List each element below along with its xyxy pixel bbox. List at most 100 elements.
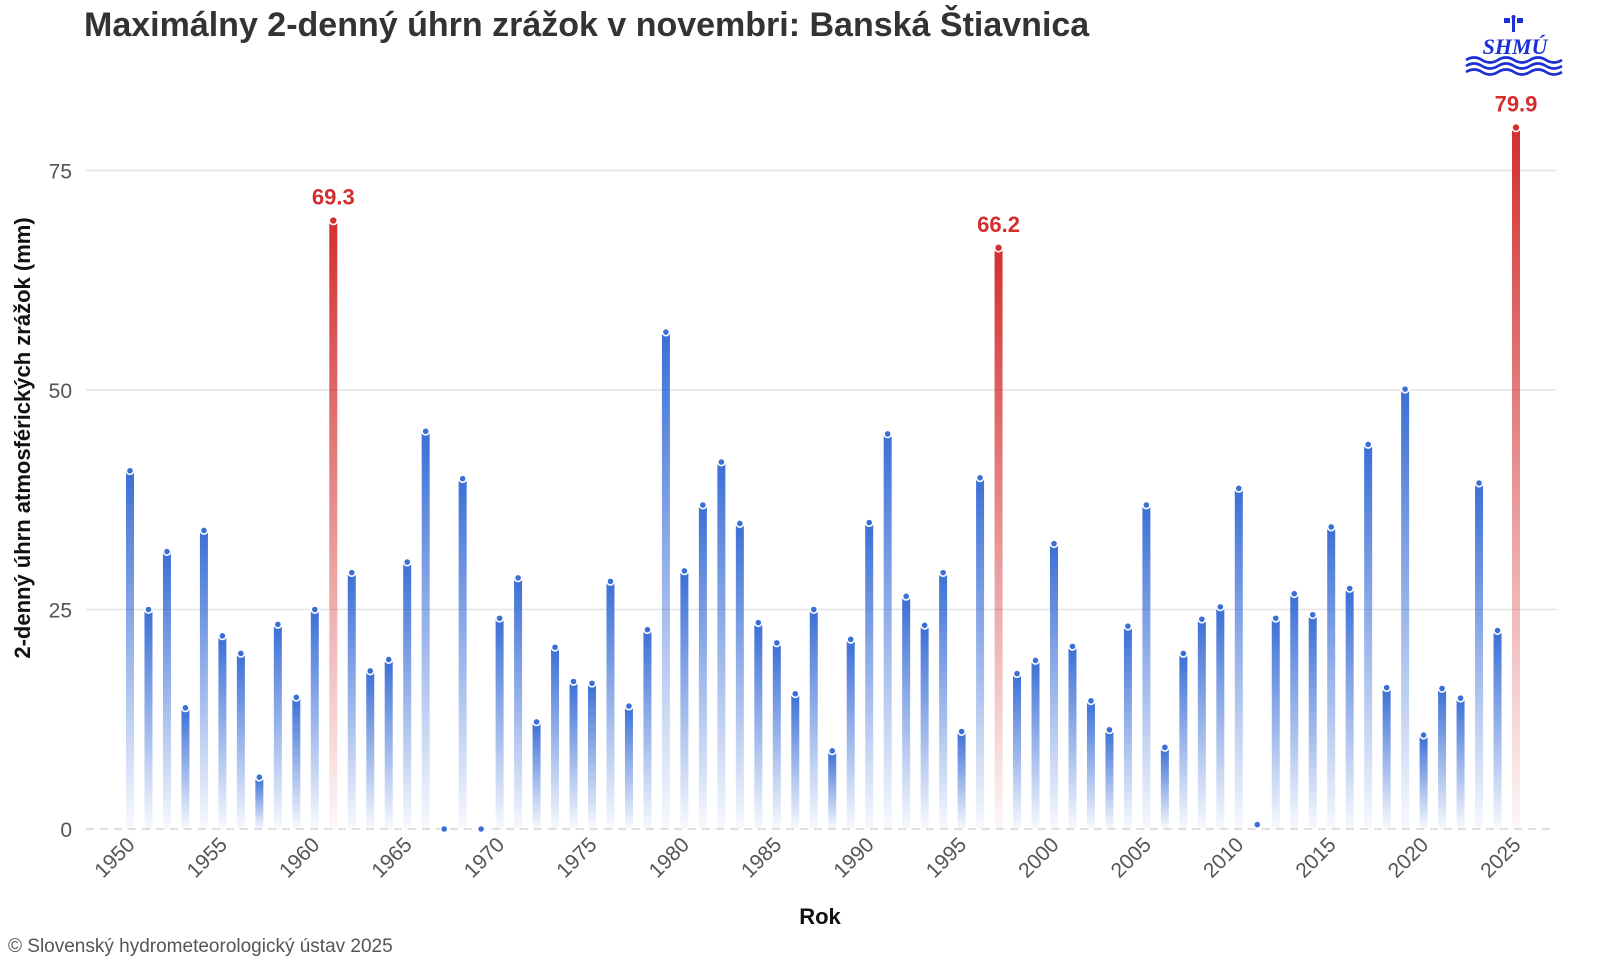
bar xyxy=(920,625,929,829)
bar-point xyxy=(1382,683,1392,693)
bar xyxy=(883,433,892,829)
record-data-label: 79.9 xyxy=(1495,91,1538,116)
bar-point xyxy=(1511,122,1521,133)
bar xyxy=(939,572,948,829)
bar-point xyxy=(421,426,431,436)
y-tick-label: 25 xyxy=(49,600,72,623)
bar-point xyxy=(1142,500,1151,510)
bar-point xyxy=(1363,440,1373,449)
bar-point xyxy=(809,605,819,614)
x-tick-label: 1955 xyxy=(183,833,232,882)
bar xyxy=(1438,688,1447,829)
bar xyxy=(1401,389,1410,829)
x-tick-label: 1980 xyxy=(645,833,694,882)
bar xyxy=(735,523,744,829)
bar xyxy=(1364,444,1373,829)
bar xyxy=(957,731,966,829)
bar-point xyxy=(458,474,468,484)
bar-point xyxy=(310,605,320,614)
bar-point xyxy=(384,655,394,664)
bar xyxy=(551,647,560,829)
bar xyxy=(329,220,338,829)
bar-point xyxy=(1308,610,1318,620)
bar xyxy=(976,477,985,829)
bar-point xyxy=(938,568,948,578)
bar-point xyxy=(199,526,209,535)
chart-title: Maximálny 2-denný úhrn zrážok v novembri… xyxy=(84,6,1090,44)
bar-point xyxy=(1437,684,1447,693)
bar xyxy=(1142,505,1151,829)
bar xyxy=(126,470,134,829)
bar xyxy=(791,693,800,829)
bar xyxy=(1382,687,1391,829)
bar xyxy=(236,653,245,829)
bar xyxy=(606,581,615,829)
bar-point xyxy=(181,703,190,713)
bar-point xyxy=(680,566,689,576)
logo-text: SHMÚ xyxy=(1483,34,1549,59)
bar-point xyxy=(236,649,246,658)
x-tick-label: 1990 xyxy=(829,833,878,882)
bar-point xyxy=(125,466,135,476)
bar-point xyxy=(735,519,745,528)
bar xyxy=(421,431,430,829)
bar-point xyxy=(569,677,578,686)
bar xyxy=(1512,127,1520,829)
bar xyxy=(588,683,596,829)
bar-point xyxy=(1234,483,1244,493)
x-tick-label: 1970 xyxy=(460,833,509,882)
bar-point xyxy=(476,824,486,834)
x-tick-label: 1985 xyxy=(737,833,786,882)
x-tick-label: 2005 xyxy=(1107,833,1156,882)
record-data-label: 69.3 xyxy=(312,185,355,210)
bar xyxy=(1345,588,1354,829)
bar xyxy=(1216,606,1225,829)
bar xyxy=(292,697,301,829)
bar-point xyxy=(883,429,893,439)
x-tick-label: 2025 xyxy=(1476,833,1525,882)
y-axis-ticks: 0 25 50 75 xyxy=(49,161,72,843)
bar xyxy=(1160,747,1169,829)
bar-point xyxy=(1289,589,1299,599)
x-axis-label: Rok xyxy=(799,904,841,929)
bar-point xyxy=(1160,742,1170,752)
bar-point xyxy=(365,666,375,676)
bar xyxy=(994,247,1003,829)
bar-point xyxy=(790,689,800,699)
bar xyxy=(624,706,633,829)
bar-point xyxy=(1419,730,1428,740)
bar-point xyxy=(624,701,634,711)
bar xyxy=(1327,526,1336,829)
bar xyxy=(717,461,726,829)
bar-point xyxy=(1456,693,1465,703)
bar xyxy=(514,577,523,829)
bar-point xyxy=(273,620,283,629)
bar xyxy=(1456,698,1465,829)
bar xyxy=(458,478,467,829)
bar xyxy=(661,332,670,829)
bar xyxy=(1475,483,1484,829)
bar-point xyxy=(1345,584,1355,593)
bar xyxy=(1419,735,1428,829)
y-tick-label: 50 xyxy=(49,380,72,403)
bar-point xyxy=(864,518,874,527)
bar-point xyxy=(1105,725,1114,735)
copyright-footer: © Slovenský hydrometeorologický ústav 20… xyxy=(8,936,393,957)
x-tick-label: 1995 xyxy=(922,833,971,882)
bar xyxy=(162,551,171,829)
bar-point xyxy=(753,618,763,628)
bar-point xyxy=(347,568,357,578)
bar xyxy=(1068,646,1077,829)
bar xyxy=(366,670,375,829)
x-tick-label: 1950 xyxy=(90,833,139,882)
bar xyxy=(1013,673,1022,829)
bar xyxy=(754,622,763,829)
bar-point xyxy=(643,625,652,635)
bar xyxy=(255,777,264,829)
bar-point xyxy=(1049,539,1059,549)
bar xyxy=(569,681,578,829)
bar xyxy=(218,635,227,829)
bar-point xyxy=(1123,621,1133,631)
bar-point xyxy=(698,500,708,510)
bar-point xyxy=(144,605,153,614)
